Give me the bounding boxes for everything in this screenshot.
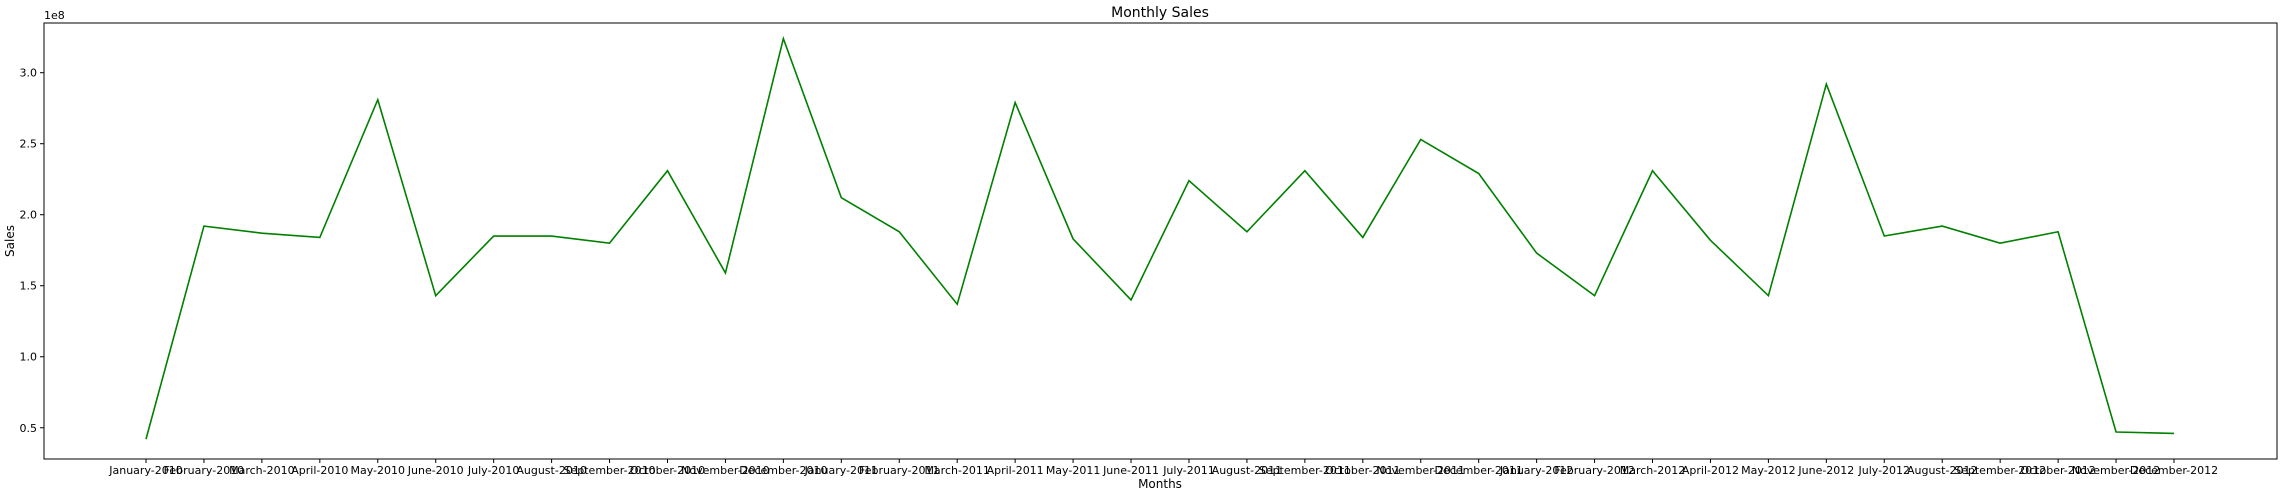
x-tick-label: September-2012 [1954, 464, 2046, 477]
x-tick-label: June-2011 [1102, 464, 1159, 477]
x-tick-label: November-2012 [2072, 464, 2160, 477]
x-tick-label: July-2012 [1858, 464, 1911, 477]
x-tick-label: October-2012 [2020, 464, 2095, 477]
x-tick-label: July-2010 [467, 464, 520, 477]
x-tick-label: October-2010 [630, 464, 705, 477]
x-tick-label: February-2011 [859, 464, 940, 477]
x-tick-label: February-2010 [164, 464, 245, 477]
x-tick-label: December-2010 [739, 464, 827, 477]
y-offset-label: 1e8 [44, 9, 65, 22]
x-axis: January-2010February-2010March-2010April… [108, 459, 2218, 477]
y-tick-label: 2.5 [20, 138, 38, 151]
x-tick-label: October-2011 [1325, 464, 1400, 477]
y-tick-label: 2.0 [20, 209, 38, 222]
y-tick-label: 3.0 [20, 67, 38, 80]
x-tick-label: September-2010 [564, 464, 656, 477]
x-tick-label: June-2010 [407, 464, 464, 477]
x-tick-label: April-2012 [1682, 464, 1739, 477]
x-tick-label: November-2010 [681, 464, 769, 477]
x-tick-label: January-2012 [1499, 464, 1573, 477]
x-tick-label: September-2011 [1259, 464, 1351, 477]
x-tick-label: May-2010 [351, 464, 406, 477]
x-tick-label: August-2012 [1907, 464, 1977, 477]
y-tick-label: 1.5 [20, 280, 38, 293]
x-tick-label: April-2011 [987, 464, 1044, 477]
chart-title: Monthly Sales [1111, 5, 1209, 21]
x-tick-label: August-2010 [516, 464, 586, 477]
x-axis-label: Months [1138, 477, 1182, 491]
y-tick-label: 1.0 [20, 351, 38, 364]
x-tick-label: May-2012 [1741, 464, 1796, 477]
y-axis-label: Sales [3, 225, 17, 257]
plot-frame [43, 22, 2278, 460]
x-tick-label: March-2012 [1620, 464, 1686, 477]
x-tick-label: July-2011 [1162, 464, 1215, 477]
x-tick-label: June-2012 [1797, 464, 1854, 477]
x-tick-label: December-2012 [2130, 464, 2218, 477]
y-axis: 0.5 1.0 1.5 2.0 2.5 3.0 [20, 67, 44, 435]
x-tick-label: March-2011 [924, 464, 990, 477]
y-tick-label: 0.5 [20, 422, 38, 435]
x-tick-label: December-2011 [1435, 464, 1523, 477]
x-tick-label: March-2010 [229, 464, 295, 477]
x-tick-label: February-2012 [1554, 464, 1635, 477]
sales-line [145, 35, 2175, 440]
x-tick-label: January-2010 [108, 464, 182, 477]
x-tick-label: August-2011 [1212, 464, 1282, 477]
x-tick-label: May-2011 [1046, 464, 1101, 477]
x-tick-label: April-2010 [291, 464, 348, 477]
x-tick-label: November-2011 [1377, 464, 1465, 477]
x-tick-label: January-2011 [804, 464, 878, 477]
